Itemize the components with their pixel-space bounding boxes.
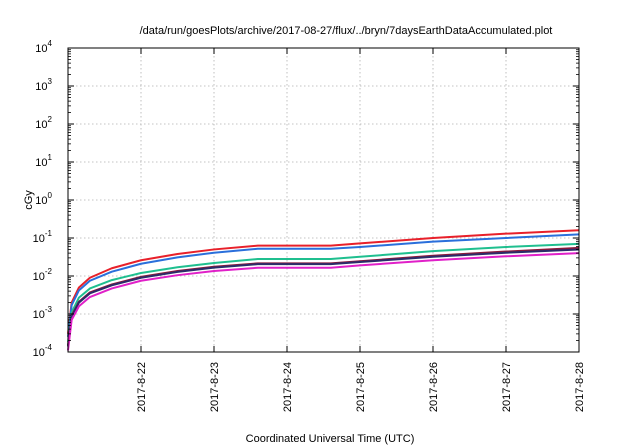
y-tick-label: 103 <box>35 77 52 93</box>
y-axis-label: cGy <box>23 190 35 210</box>
y-tick-label: 10-4 <box>33 343 53 359</box>
series-line-6 <box>67 252 580 351</box>
series-group <box>67 229 580 351</box>
series-line-5 <box>67 248 580 347</box>
x-tick-label: 2017-8-27 <box>501 362 513 412</box>
y-tick-label: 101 <box>35 153 52 169</box>
y-tick-exponent: -1 <box>45 229 53 238</box>
y-tick-exponent: 2 <box>48 115 53 124</box>
y-tick-exponent: 4 <box>48 39 53 48</box>
series-line-1 <box>67 229 580 334</box>
x-tick-label: 2017-8-26 <box>428 362 440 412</box>
ticks: 10-410-310-210-11001011021031042017-8-22… <box>33 39 586 412</box>
series-line-3 <box>67 242 580 343</box>
chart-title: /data/run/goesPlots/archive/2017-08-27/f… <box>140 25 553 37</box>
y-tick-exponent: -4 <box>45 343 53 352</box>
y-tick-label: 100 <box>35 191 52 207</box>
y-tick-exponent: 1 <box>48 153 53 162</box>
x-tick-label: 2017-8-28 <box>574 362 586 412</box>
y-tick-label: 104 <box>35 39 52 55</box>
y-tick-exponent: 0 <box>48 191 53 200</box>
y-tick-exponent: -2 <box>45 267 53 276</box>
y-tick-label: 10-1 <box>33 229 53 245</box>
y-tick-label: 10-3 <box>33 305 53 321</box>
x-tick-label: 2017-8-24 <box>282 362 294 412</box>
y-tick-exponent: 3 <box>48 77 53 86</box>
y-tick-exponent: -3 <box>45 305 53 314</box>
x-tick-label: 2017-8-25 <box>355 362 367 412</box>
x-tick-label: 2017-8-22 <box>136 362 148 412</box>
series-line-2 <box>67 233 580 337</box>
grid <box>68 48 579 352</box>
y-tick-label: 10-2 <box>33 267 53 283</box>
x-axis-label: Coordinated Universal Time (UTC) <box>246 433 415 445</box>
y-tick-label: 102 <box>35 115 52 131</box>
x-tick-label: 2017-8-23 <box>209 362 221 412</box>
